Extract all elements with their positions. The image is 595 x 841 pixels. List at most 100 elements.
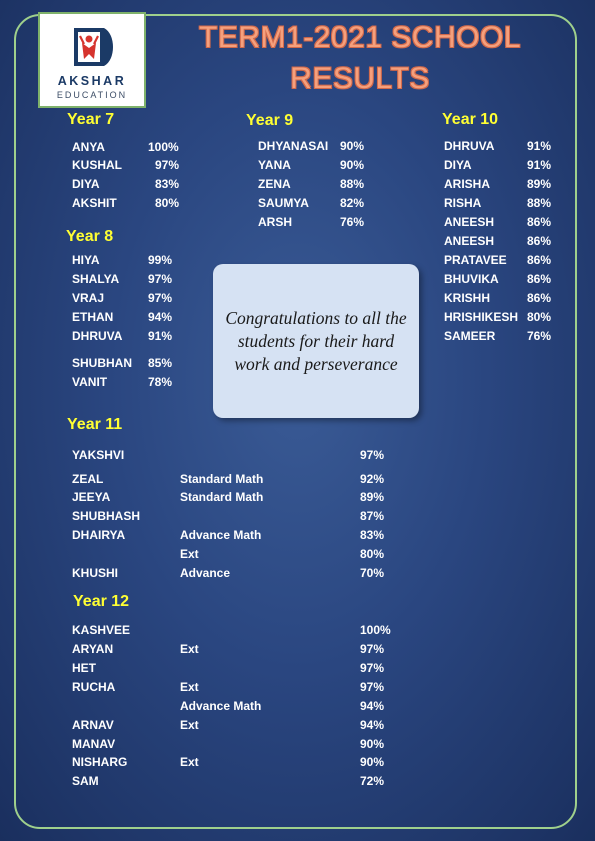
student-name: KASHVEE (72, 623, 131, 637)
student-name: MANAV (72, 737, 116, 751)
student-name: KUSHAL (72, 158, 122, 172)
student-score: 91% (527, 139, 552, 153)
student-name: JEEYA (72, 490, 111, 504)
student-score: 91% (527, 158, 552, 172)
student-name: DHRUVA (444, 139, 495, 153)
student-name: ZENA (258, 177, 291, 191)
student-name: SAM (72, 774, 99, 788)
year-10-heading: Year 10 (442, 111, 499, 128)
congratulations-message: Congratulations to all the students for … (225, 307, 407, 374)
student-name: DIYA (444, 158, 472, 172)
student-subject: Ext (180, 755, 199, 769)
student-score: 90% (340, 139, 365, 153)
student-subject: Advance Math (180, 528, 262, 542)
page-title-line-2: RESULTS (290, 62, 430, 95)
student-score: 97% (360, 448, 385, 462)
student-score: 99% (148, 253, 173, 267)
logo-name: AKSHAR (57, 74, 127, 88)
student-score: 70% (360, 566, 385, 580)
student-score: 80% (527, 310, 552, 324)
page-title-line-1: TERM1-2021 SCHOOL (199, 21, 521, 54)
year-8-heading: Year 8 (66, 228, 114, 245)
student-name: DHAIRYA (72, 528, 126, 542)
student-name: ARISHA (444, 177, 491, 191)
student-subject: Advance (180, 566, 231, 580)
student-score: 76% (527, 329, 552, 343)
akshar-logo: AKSHAR EDUCATION (38, 12, 146, 108)
student-score: 97% (155, 158, 180, 172)
student-name: DIYA (72, 177, 100, 191)
student-score: 89% (527, 177, 552, 191)
student-score: 80% (360, 547, 385, 561)
student-name: ANYA (72, 140, 105, 154)
student-score: 97% (360, 661, 385, 675)
student-name: VANIT (72, 375, 108, 389)
year-7-heading: Year 7 (67, 111, 115, 128)
student-score: 97% (148, 291, 173, 305)
student-name: KHUSHI (72, 566, 119, 580)
student-name: HIYA (72, 253, 100, 267)
student-subject: Advance Math (180, 699, 262, 713)
student-name: ZEAL (72, 472, 104, 486)
book-figure-icon (74, 28, 113, 66)
student-score: 90% (360, 755, 385, 769)
student-score: 97% (360, 642, 385, 656)
student-score: 82% (340, 196, 365, 210)
student-name: RUCHA (72, 680, 116, 694)
student-score: 76% (340, 215, 365, 229)
student-score: 72% (360, 774, 385, 788)
student-name: ARNAV (72, 718, 114, 732)
student-score: 87% (360, 509, 385, 523)
student-subject: Ext (180, 680, 199, 694)
student-name: HRISHIKESH (444, 310, 519, 324)
student-name: ARSH (258, 215, 293, 229)
student-score: 83% (155, 177, 180, 191)
page-border (14, 14, 577, 829)
student-name: DHYANASAI (258, 139, 329, 153)
student-subject: Ext (180, 547, 199, 561)
student-score: 90% (340, 158, 365, 172)
student-score: 88% (340, 177, 365, 191)
student-name: ANEESH (444, 234, 495, 248)
student-name: YANA (258, 158, 291, 172)
student-name: KRISHH (444, 291, 491, 305)
student-score: 94% (360, 699, 385, 713)
student-score: 100% (360, 623, 391, 637)
student-score: 90% (360, 737, 385, 751)
student-score: 86% (527, 253, 552, 267)
student-name: YAKSHVI (72, 448, 125, 462)
student-name: DHRUVA (72, 329, 123, 343)
student-name: SAMEER (444, 329, 496, 343)
student-score: 83% (360, 528, 385, 542)
student-score: 88% (527, 196, 552, 210)
student-name: AKSHIT (72, 196, 117, 210)
student-score: 94% (360, 718, 385, 732)
student-subject: Standard Math (180, 472, 264, 486)
student-name: HET (72, 661, 96, 675)
student-name: PRATAVEE (444, 253, 507, 267)
student-name: BHUVIKA (444, 272, 499, 286)
student-score: 85% (148, 356, 173, 370)
student-name: SHALYA (72, 272, 120, 286)
student-score: 92% (360, 472, 385, 486)
congratulations-callout: Congratulations to all the students for … (213, 264, 419, 418)
year-12-heading: Year 12 (73, 593, 130, 610)
student-subject: Ext (180, 642, 199, 656)
student-score: 89% (360, 490, 385, 504)
student-name: VRAJ (72, 291, 105, 305)
student-name: SHUBHASH (72, 509, 141, 523)
student-score: 86% (527, 291, 552, 305)
student-name: NISHARG (72, 755, 128, 769)
student-name: RISHA (444, 196, 482, 210)
student-score: 86% (527, 215, 552, 229)
student-score: 94% (148, 310, 173, 324)
student-score: 97% (148, 272, 173, 286)
year-9-heading: Year 9 (246, 112, 294, 129)
student-name: SAUMYA (258, 196, 309, 210)
student-score: 100% (148, 140, 179, 154)
student-score: 91% (148, 329, 173, 343)
student-score: 78% (148, 375, 173, 389)
logo-subtitle: EDUCATION (56, 90, 128, 100)
student-name: ANEESH (444, 215, 495, 229)
student-name: SHUBHAN (72, 356, 132, 370)
